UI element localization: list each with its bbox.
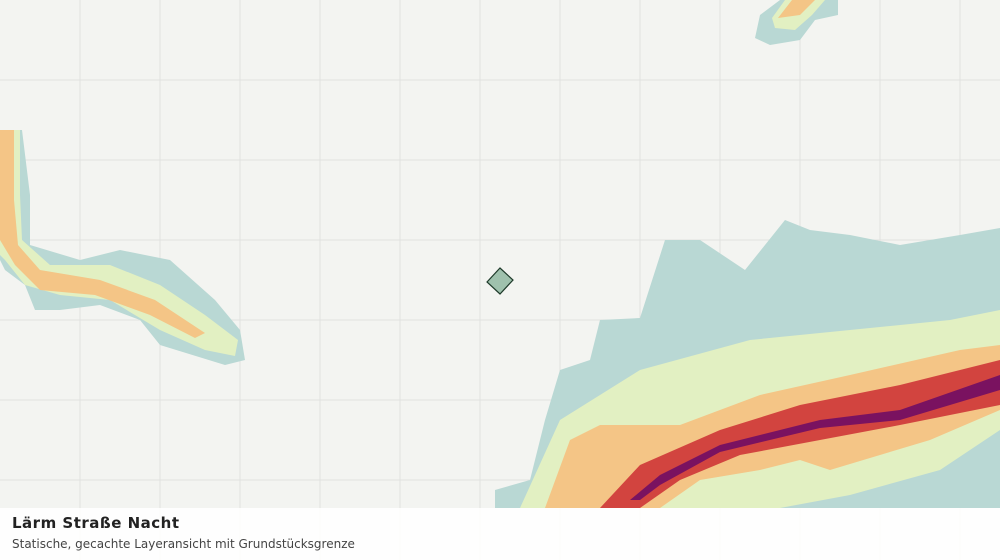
noise-right — [495, 220, 1000, 508]
title: Lärm Straße Nacht — [12, 514, 180, 532]
noise-top — [755, 0, 838, 45]
parcel-boundary — [486, 267, 514, 295]
noise-left — [0, 130, 245, 365]
caption: Lärm Straße Nacht Statische, gecachte La… — [0, 508, 1000, 560]
subtitle: Statische, gecachte Layeransicht mit Gru… — [12, 537, 355, 551]
